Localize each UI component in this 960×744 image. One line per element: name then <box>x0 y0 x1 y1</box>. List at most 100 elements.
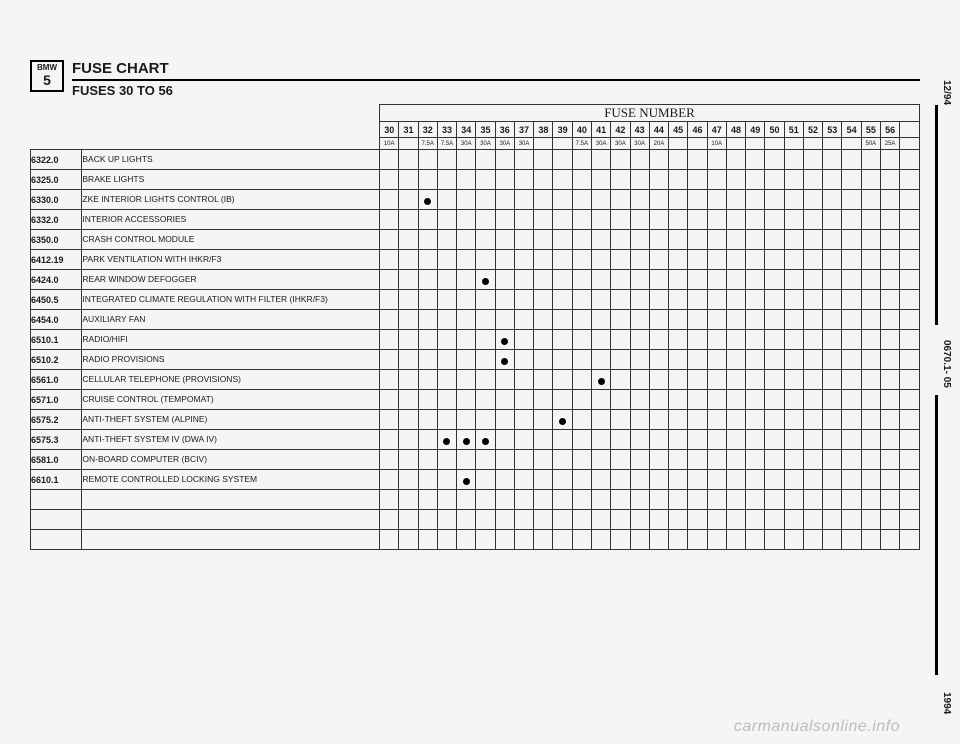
row-desc: ZKE INTERIOR LIGHTS CONTROL (IB) <box>82 190 380 210</box>
fuse-cell <box>649 370 668 390</box>
fuse-cell <box>707 330 726 350</box>
fuse-cell <box>553 250 572 270</box>
fuse-cell <box>553 210 572 230</box>
fuse-cell <box>880 490 899 510</box>
fuse-col-42: 42 <box>611 122 630 138</box>
fuse-cell <box>746 350 765 370</box>
fuse-cell <box>900 490 920 510</box>
fuse-cell <box>380 530 399 550</box>
fuse-cell <box>726 270 745 290</box>
fuse-cell <box>726 470 745 490</box>
fuse-cell <box>765 190 784 210</box>
fuse-amp: 20A <box>649 138 668 150</box>
fuse-amp: 7.5A <box>572 138 591 150</box>
fuse-col-33: 33 <box>437 122 456 138</box>
fuse-cell <box>572 510 591 530</box>
fuse-cell <box>861 430 880 450</box>
fuse-cell <box>726 150 745 170</box>
fuse-cell <box>688 310 707 330</box>
fuse-cell <box>399 410 418 430</box>
fuse-cell <box>669 490 688 510</box>
fuse-cell <box>726 350 745 370</box>
watermark: carmanualsonline.info <box>734 718 900 736</box>
fuse-cell <box>726 290 745 310</box>
row-desc: ANTI-THEFT SYSTEM (ALPINE) <box>82 410 380 430</box>
fuse-cell <box>803 410 822 430</box>
fuse-cell <box>534 410 553 430</box>
fuse-cell <box>399 210 418 230</box>
dot-icon <box>501 358 508 365</box>
fuse-cell <box>630 470 649 490</box>
fuse-cell <box>572 230 591 250</box>
fuse-cell <box>707 170 726 190</box>
fuse-cell <box>726 310 745 330</box>
fuse-cell <box>861 210 880 230</box>
fuse-cell <box>900 230 920 250</box>
fuse-cell <box>534 470 553 490</box>
fuse-cell <box>688 530 707 550</box>
side-year: 1994 <box>941 692 952 714</box>
fuse-cell <box>437 250 456 270</box>
fuse-cell <box>591 530 610 550</box>
fuse-cell <box>534 230 553 250</box>
fuse-cell <box>803 350 822 370</box>
fuse-cell <box>553 450 572 470</box>
fuse-cell <box>418 170 437 190</box>
fuse-cell <box>707 310 726 330</box>
fuse-col-50: 50 <box>765 122 784 138</box>
fuse-cell <box>746 530 765 550</box>
table-row: 6575.2ANTI-THEFT SYSTEM (ALPINE) <box>31 410 920 430</box>
fuse-cell <box>630 410 649 430</box>
fuse-cell <box>495 390 514 410</box>
fuse-amp <box>553 138 572 150</box>
fuse-cell <box>553 530 572 550</box>
row-desc: INTERIOR ACCESSORIES <box>82 210 380 230</box>
fuse-cell <box>765 510 784 530</box>
fuse-cell <box>726 170 745 190</box>
fuse-cell <box>514 330 533 350</box>
fuse-cell <box>669 470 688 490</box>
fuse-cell <box>534 170 553 190</box>
fuse-cell <box>900 370 920 390</box>
fuse-cell <box>842 490 861 510</box>
fuse-col-52: 52 <box>803 122 822 138</box>
fuse-cell <box>572 410 591 430</box>
fuse-cell <box>437 370 456 390</box>
fuse-cell <box>418 290 437 310</box>
page-subtitle: FUSES 30 TO 56 <box>72 81 920 98</box>
fuse-amp <box>842 138 861 150</box>
fuse-cell <box>803 150 822 170</box>
fuse-cell <box>880 250 899 270</box>
fuse-cell <box>399 350 418 370</box>
fuse-cell <box>842 330 861 350</box>
row-code: 6332.0 <box>31 210 82 230</box>
fuse-col-48: 48 <box>726 122 745 138</box>
fuse-cell <box>880 190 899 210</box>
fuse-cell <box>476 210 495 230</box>
fuse-cell <box>457 250 476 270</box>
fuse-col-55: 55 <box>861 122 880 138</box>
fuse-col-49: 49 <box>746 122 765 138</box>
fuse-cell <box>630 270 649 290</box>
fuse-cell <box>861 230 880 250</box>
fuse-cell <box>669 250 688 270</box>
fuse-cell <box>765 370 784 390</box>
fuse-amp <box>746 138 765 150</box>
fuse-cell <box>900 510 920 530</box>
fuse-cell <box>746 390 765 410</box>
fuse-cell <box>842 250 861 270</box>
fuse-cell <box>514 370 533 390</box>
fuse-cell <box>649 510 668 530</box>
fuse-cell <box>495 170 514 190</box>
fuse-cell <box>823 330 842 350</box>
fuse-cell <box>457 510 476 530</box>
fuse-cell <box>649 150 668 170</box>
fuse-cell <box>611 370 630 390</box>
fuse-cell <box>861 250 880 270</box>
row-desc: CRASH CONTROL MODULE <box>82 230 380 250</box>
fuse-cell <box>418 450 437 470</box>
table-row: 6454.0AUXILIARY FAN <box>31 310 920 330</box>
fuse-cell <box>553 170 572 190</box>
row-desc: CRUISE CONTROL (TEMPOMAT) <box>82 390 380 410</box>
fuse-cell <box>457 450 476 470</box>
